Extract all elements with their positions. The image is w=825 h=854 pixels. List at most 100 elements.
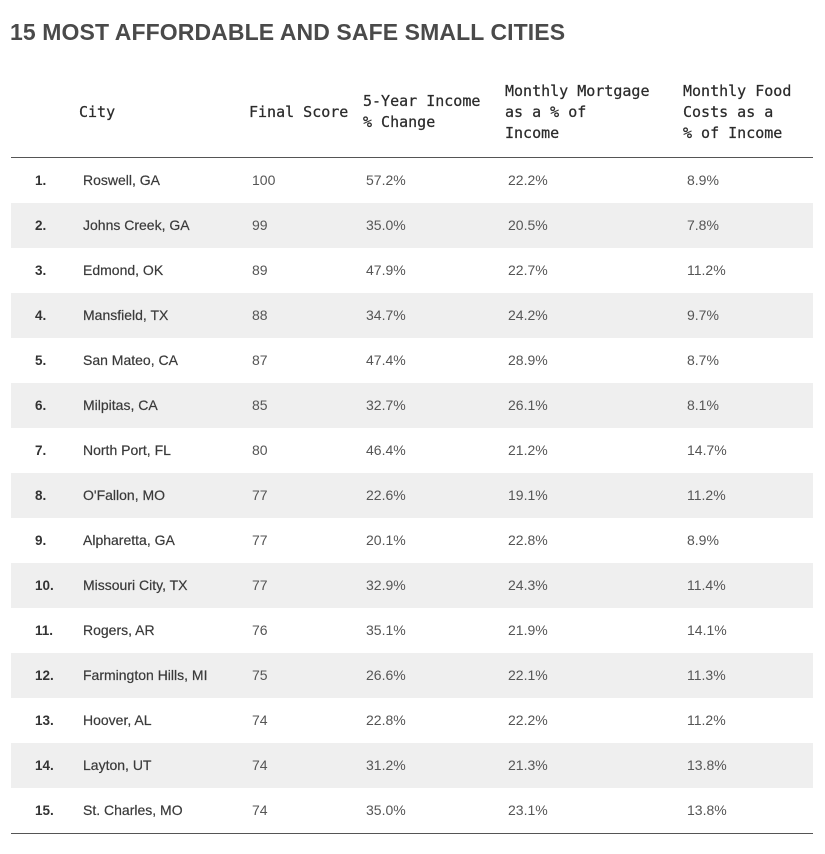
rank-cell: 13. [35, 713, 54, 728]
final-score-cell: 74 [252, 802, 268, 818]
income-change-cell: 31.2% [366, 757, 406, 773]
rank-cell: 9. [35, 533, 47, 548]
city-cell: O'Fallon, MO [83, 487, 166, 503]
food-costs-cell: 11.2% [687, 712, 726, 728]
table-header: City Final Score 5-Year Income % Change … [11, 67, 813, 158]
income-change-cell: 35.1% [366, 622, 406, 638]
mortgage-cell: 24.3% [508, 577, 548, 593]
rank-cell: 10. [35, 578, 54, 593]
city-cell: St. Charles, MO [83, 802, 183, 818]
income-change-cell: 32.9% [366, 577, 406, 593]
final-score-cell: 100 [252, 172, 276, 188]
food-costs-cell: 11.4% [687, 577, 726, 593]
city-cell: Rogers, AR [83, 622, 155, 638]
food-costs-cell: 13.8% [687, 757, 727, 773]
table-row: 15. St. Charles, MO 74 35.0% 23.1% 13.8% [11, 788, 813, 833]
food-costs-cell: 7.8% [687, 217, 719, 233]
rank-cell: 6. [35, 398, 47, 413]
final-score-cell: 77 [252, 487, 268, 503]
table-row: 10. Missouri City, TX 77 32.9% 24.3% 11.4% [11, 563, 813, 608]
mortgage-cell: 22.1% [508, 667, 548, 683]
table-row: 2. Johns Creek, GA 99 35.0% 20.5% 7.8% [11, 203, 813, 248]
mortgage-cell: 23.1% [508, 802, 548, 818]
table-row: 8. O'Fallon, MO 77 22.6% 19.1% 11.2% [11, 473, 813, 518]
table-row: 3. Edmond, OK 89 47.9% 22.7% 11.2% [11, 248, 813, 293]
city-cell: North Port, FL [83, 442, 171, 458]
rank-cell: 15. [35, 803, 54, 818]
food-costs-cell: 9.7% [687, 307, 719, 323]
final-score-cell: 77 [252, 577, 268, 593]
rank-cell: 12. [35, 668, 54, 683]
income-change-cell: 34.7% [366, 307, 406, 323]
table-row: 13. Hoover, AL 74 22.8% 22.2% 11.2% [11, 698, 813, 743]
page-title: 15 MOST AFFORDABLE AND SAFE SMALL CITIES [10, 19, 566, 45]
final-score-cell: 85 [252, 397, 268, 413]
final-score-cell: 74 [252, 712, 268, 728]
mortgage-cell: 22.2% [508, 712, 548, 728]
food-costs-cell: 8.7% [687, 352, 719, 368]
mortgage-cell: 21.3% [508, 757, 548, 773]
rank-cell: 11. [35, 623, 54, 638]
income-change-cell: 46.4% [366, 442, 406, 458]
mortgage-cell: 28.9% [508, 352, 548, 368]
city-cell: Milpitas, CA [83, 397, 158, 413]
mortgage-cell: 19.1% [508, 487, 548, 503]
cities-table: City Final Score 5-Year Income % Change … [11, 67, 813, 834]
table-body: 1. Roswell, GA 100 57.2% 22.2% 8.9% 2. Johns Cr… [11, 158, 813, 833]
mortgage-cell: 24.2% [508, 307, 548, 323]
city-cell: Johns Creek, GA [83, 217, 190, 233]
column-header-food-costs: Monthly Food Costs as a % of Income [683, 81, 792, 142]
food-costs-cell: 8.1% [687, 397, 719, 413]
rank-cell: 8. [35, 488, 47, 503]
table-row: 1. Roswell, GA 100 57.2% 22.2% 8.9% [11, 158, 813, 203]
final-score-cell: 80 [252, 442, 268, 458]
final-score-cell: 87 [252, 352, 268, 368]
income-change-cell: 57.2% [366, 172, 406, 188]
city-cell: Farmington Hills, MI [83, 667, 208, 683]
city-cell: Missouri City, TX [83, 577, 188, 593]
city-cell: Alpharetta, GA [83, 532, 175, 548]
rank-cell: 7. [35, 443, 47, 458]
city-cell: San Mateo, CA [83, 352, 178, 368]
column-header-income-change: 5-Year Income % Change [363, 92, 481, 131]
income-change-cell: 20.1% [366, 532, 406, 548]
income-change-cell: 47.9% [366, 262, 406, 278]
mortgage-cell: 21.2% [508, 442, 548, 458]
income-change-cell: 22.6% [366, 487, 406, 503]
table-row: 5. San Mateo, CA 87 47.4% 28.9% 8.7% [11, 338, 813, 383]
rank-cell: 5. [35, 353, 47, 368]
food-costs-cell: 8.9% [687, 532, 719, 548]
city-cell: Edmond, OK [83, 262, 164, 278]
city-cell: Layton, UT [83, 757, 152, 773]
table-row: 9. Alpharetta, GA 77 20.1% 22.8% 8.9% [11, 518, 813, 563]
rank-cell: 14. [35, 758, 54, 773]
food-costs-cell: 11.2% [687, 262, 726, 278]
mortgage-cell: 22.2% [508, 172, 548, 188]
column-header-mortgage: Monthly Mortgage as a % of Income [505, 81, 650, 142]
income-change-cell: 22.8% [366, 712, 406, 728]
mortgage-cell: 22.8% [508, 532, 548, 548]
table-row: 4. Mansfield, TX 88 34.7% 24.2% 9.7% [11, 293, 813, 338]
final-score-cell: 76 [252, 622, 268, 638]
table-row: 14. Layton, UT 74 31.2% 21.3% 13.8% [11, 743, 813, 788]
city-cell: Hoover, AL [83, 712, 152, 728]
column-header-final-score: Final Score [249, 102, 349, 121]
column-header-city: City [79, 102, 116, 121]
final-score-cell: 99 [252, 217, 268, 233]
food-costs-cell: 8.9% [687, 172, 719, 188]
food-costs-cell: 14.1% [687, 622, 727, 638]
table-row: 12. Farmington Hills, MI 75 26.6% 22.1% 11.3% [11, 653, 813, 698]
food-costs-cell: 14.7% [687, 442, 727, 458]
food-costs-cell: 13.8% [687, 802, 727, 818]
mortgage-cell: 20.5% [508, 217, 548, 233]
income-change-cell: 26.6% [366, 667, 406, 683]
final-score-cell: 89 [252, 262, 268, 278]
mortgage-cell: 22.7% [508, 262, 548, 278]
rank-cell: 3. [35, 263, 47, 278]
table-row: 11. Rogers, AR 76 35.1% 21.9% 14.1% [11, 608, 813, 653]
final-score-cell: 88 [252, 307, 268, 323]
income-change-cell: 35.0% [366, 217, 406, 233]
final-score-cell: 75 [252, 667, 268, 683]
table-row: 7. North Port, FL 80 46.4% 21.2% 14.7% [11, 428, 813, 473]
table-bottom-rule [11, 833, 813, 834]
